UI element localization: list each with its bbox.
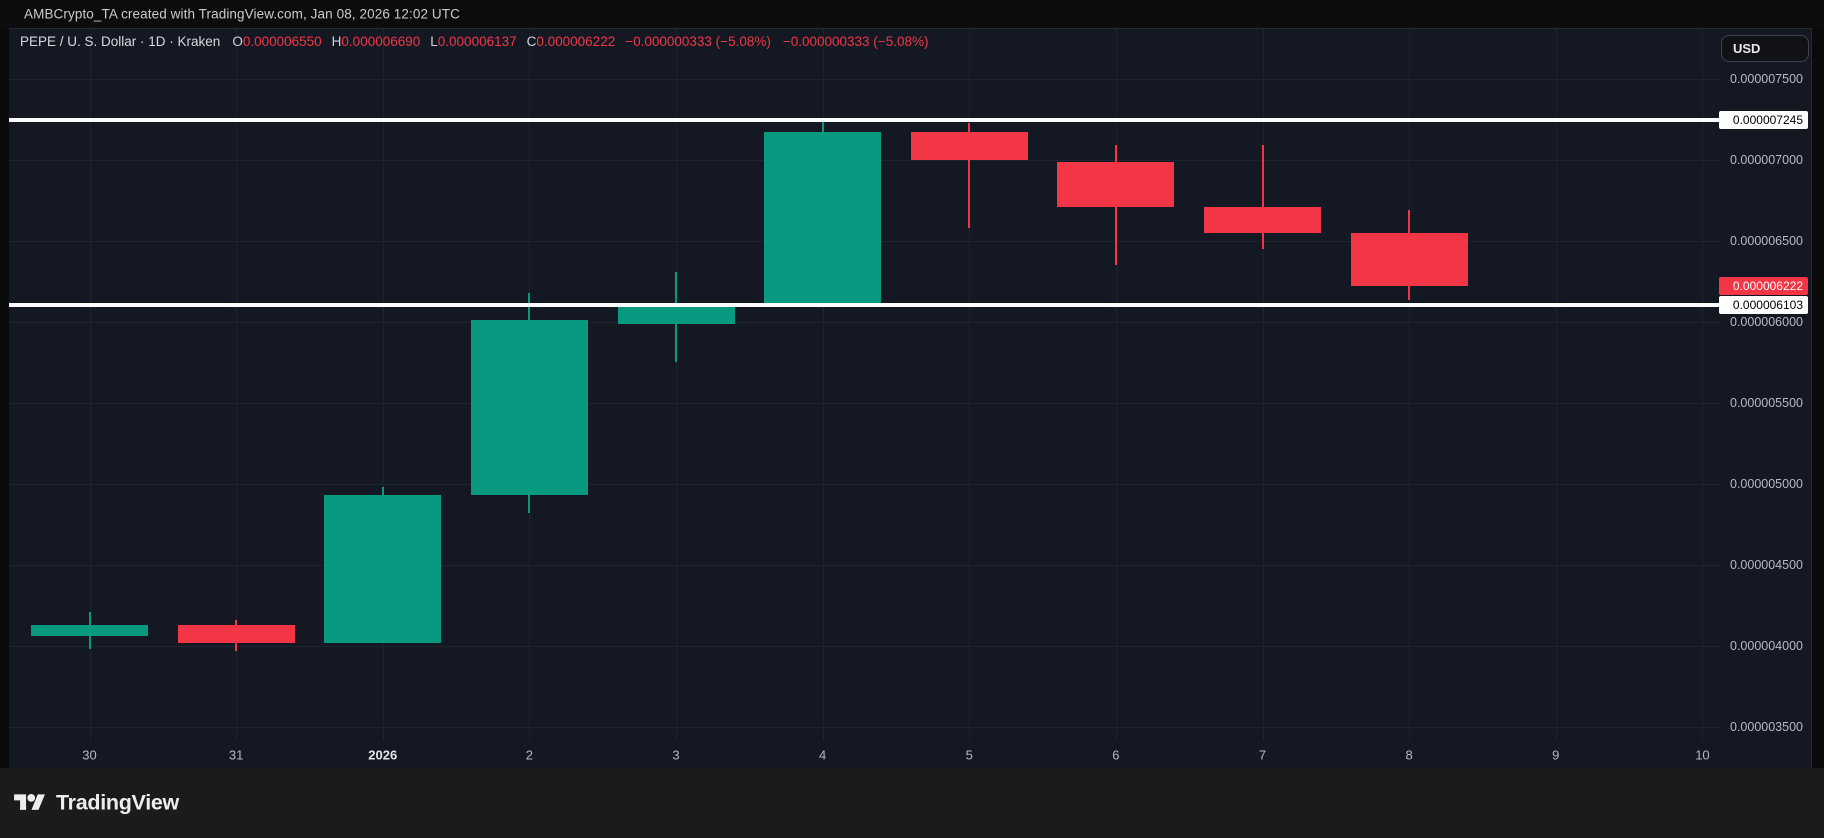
- ohlc-value: 0.000006550: [242, 34, 322, 49]
- candle-body: [617, 304, 735, 324]
- candle-body: [31, 624, 148, 637]
- time-tick-label: 6: [1112, 747, 1120, 763]
- ohlc-value: 0.000006222: [536, 34, 616, 49]
- time-tick-label: 4: [819, 747, 827, 763]
- horizontal-level-line[interactable]: [9, 303, 1722, 308]
- horizontal-gridline: [9, 79, 1722, 80]
- candle-body: [1204, 206, 1322, 233]
- ohlc-letter: H: [331, 34, 342, 49]
- candle-body: [470, 320, 588, 496]
- horizontal-gridline: [9, 322, 1722, 323]
- chart-panel: 0.000007500 0.000007000 0.000006500 0.00000…: [9, 28, 1812, 768]
- candle-wick: [968, 122, 971, 229]
- symbol-legend: PEPE / U. S. Dollar · 1D · Kraken O0.0000…: [20, 33, 940, 51]
- ohlc-value: 0.000006137: [437, 34, 517, 49]
- change-absolute: −0.000000333 (−5.08%): [625, 34, 771, 49]
- price-tick-label: 0.000007000: [1730, 153, 1803, 167]
- vertical-gridline: [236, 29, 238, 741]
- attribution-bar: AMBCrypto_TA created with TradingView.co…: [0, 0, 1824, 28]
- price-tick-label: 0.000004000: [1730, 639, 1803, 653]
- vertical-gridline: [382, 29, 384, 741]
- level-price-label: 0.000007245: [1719, 111, 1808, 130]
- price-tick-label: 0.000005000: [1730, 477, 1803, 491]
- horizontal-gridline: [9, 565, 1722, 566]
- ohlc-value: 0.000006690: [341, 34, 421, 49]
- price-tick-label: 0.000005500: [1730, 396, 1803, 410]
- footer-bar: TradingView: [0, 768, 1824, 838]
- vertical-gridline: [89, 29, 91, 741]
- ohlc-letter: O: [232, 34, 243, 49]
- vertical-gridline: [822, 29, 824, 741]
- ohlc-letter: C: [526, 34, 537, 49]
- time-axis[interactable]: 30 31 2026 2 3 4 5 6 7 8 9 10: [9, 741, 1722, 769]
- vertical-gridline: [676, 29, 678, 741]
- time-tick-label: 5: [965, 747, 973, 763]
- candle-body: [910, 132, 1028, 160]
- horizontal-gridline: [9, 727, 1722, 728]
- time-tick-label: 9: [1552, 747, 1560, 763]
- candle-body: [177, 624, 295, 643]
- price-tick-label: 0.000006000: [1730, 315, 1803, 329]
- ohlc-item: L0.000006137: [430, 34, 516, 49]
- attribution-text: AMBCrypto_TA created with TradingView.co…: [24, 6, 460, 22]
- price-tick-label: 0.000007500: [1730, 72, 1803, 86]
- time-tick-label: 30: [82, 747, 97, 763]
- price-tick-label: 0.000006500: [1730, 234, 1803, 248]
- horizontal-gridline: [9, 403, 1722, 404]
- currency-toggle-button[interactable]: USD: [1721, 35, 1809, 62]
- time-tick-label: 7: [1258, 747, 1267, 763]
- level-price-label: 0.000006103: [1719, 296, 1808, 315]
- time-tick-label: 8: [1405, 747, 1413, 763]
- candle-body: [1350, 232, 1468, 287]
- candle-body: [1057, 161, 1175, 207]
- ohlc-item: O0.000006550: [232, 34, 321, 49]
- vertical-gridline: [1702, 29, 1704, 741]
- horizontal-level-line[interactable]: [9, 118, 1722, 123]
- tradingview-brand-text[interactable]: TradingView: [56, 790, 179, 815]
- symbol-title: PEPE / U. S. Dollar · 1D · Kraken: [20, 34, 221, 49]
- candle-body: [764, 132, 882, 305]
- time-tick-label: 31: [228, 747, 244, 763]
- time-tick-label: 2026: [368, 747, 398, 763]
- horizontal-gridline: [9, 484, 1722, 485]
- vertical-gridline: [969, 29, 971, 741]
- change-percent: −0.000000333 (−5.08%): [782, 34, 929, 49]
- time-tick-label: 10: [1695, 747, 1710, 763]
- time-tick-label: 2: [525, 747, 533, 763]
- time-tick-label: 3: [672, 747, 680, 763]
- plot-area[interactable]: [9, 29, 1722, 741]
- vertical-gridline: [1262, 29, 1264, 741]
- tradingview-logo-icon[interactable]: [14, 791, 45, 820]
- vertical-gridline: [1555, 29, 1557, 741]
- price-tick-label: 0.000004500: [1730, 558, 1803, 572]
- ohlc-item: H0.000006690: [332, 34, 421, 49]
- vertical-gridline: [1409, 29, 1411, 741]
- ohlc-item: C0.000006222: [527, 34, 616, 49]
- horizontal-gridline: [9, 646, 1722, 647]
- ohlc-letter: L: [430, 34, 438, 49]
- last-price-label: 0.000006222: [1719, 277, 1808, 296]
- price-axis[interactable]: 0.000007500 0.000007000 0.000006500 0.00000…: [1719, 29, 1812, 741]
- price-tick-label: 0.000003500: [1730, 720, 1803, 734]
- candle-wick: [1261, 145, 1264, 250]
- vertical-gridline: [1115, 29, 1117, 741]
- candle-body: [324, 495, 442, 643]
